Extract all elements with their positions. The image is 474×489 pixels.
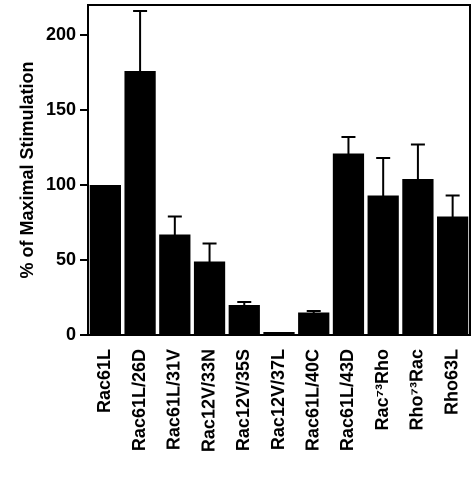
bar — [402, 179, 434, 335]
x-tick-label: Rac61L — [94, 349, 114, 413]
y-axis-label: % of Maximal Stimulation — [17, 61, 37, 278]
bar — [263, 332, 295, 335]
bar — [298, 312, 330, 335]
bar — [89, 185, 121, 335]
bar — [124, 71, 156, 335]
x-tick-label: Rho63L — [441, 349, 461, 415]
bar — [332, 153, 365, 335]
y-tick-label: 150 — [46, 99, 76, 119]
y-tick-label: 100 — [46, 174, 76, 194]
bar — [193, 261, 226, 335]
bar — [367, 195, 399, 335]
bar — [437, 216, 469, 335]
x-tick-label: Rac61L/31V — [164, 349, 184, 450]
bar — [159, 234, 191, 335]
x-tick-label: Rho⁷³Rac — [407, 349, 427, 430]
y-tick-label: 200 — [46, 24, 76, 44]
x-tick-label: Rac12V/37L — [268, 349, 288, 450]
x-tick-label: Rac61L/26D — [129, 349, 149, 451]
x-tick-label: Rac61L/43D — [337, 349, 357, 451]
x-tick-label: Rac12V/33N — [198, 349, 218, 452]
bar — [228, 305, 260, 335]
x-tick-label: Rac12V/35S — [233, 349, 253, 451]
y-tick-label: 50 — [56, 249, 76, 269]
x-tick-label: Rac61L/40C — [302, 349, 322, 451]
x-tick-label: Rac⁷³Rho — [372, 349, 392, 430]
y-tick-label: 0 — [66, 324, 76, 344]
